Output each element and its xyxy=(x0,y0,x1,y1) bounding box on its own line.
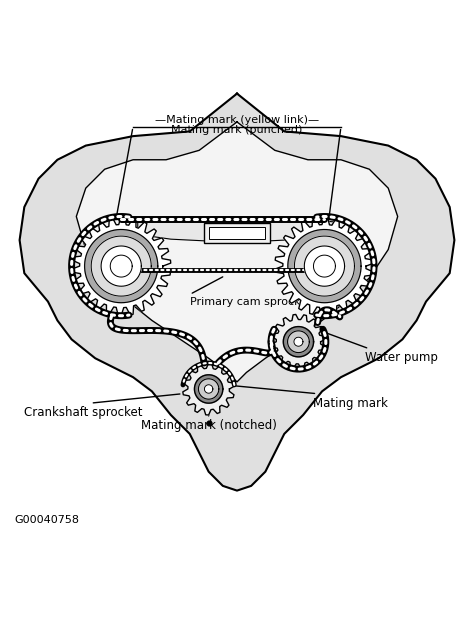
Text: Primary cam sprocket: Primary cam sprocket xyxy=(190,297,311,307)
Polygon shape xyxy=(183,363,235,415)
Polygon shape xyxy=(199,379,219,399)
Text: Crankshaft sprocket: Crankshaft sprocket xyxy=(24,406,143,419)
Polygon shape xyxy=(294,337,303,346)
Text: —Mating mark (yellow link)—: —Mating mark (yellow link)— xyxy=(155,115,319,125)
Text: Mating mark (punched): Mating mark (punched) xyxy=(171,125,303,135)
Text: Mating mark (notched): Mating mark (notched) xyxy=(141,419,277,432)
Polygon shape xyxy=(110,255,132,277)
Polygon shape xyxy=(72,216,171,316)
Polygon shape xyxy=(288,230,361,303)
Bar xyxy=(204,223,270,243)
Polygon shape xyxy=(283,327,314,357)
Polygon shape xyxy=(194,375,223,403)
Polygon shape xyxy=(304,246,345,286)
Polygon shape xyxy=(91,236,151,296)
Polygon shape xyxy=(76,122,398,382)
Polygon shape xyxy=(275,216,374,316)
Polygon shape xyxy=(204,385,213,393)
Polygon shape xyxy=(288,331,310,353)
Polygon shape xyxy=(19,93,455,491)
Polygon shape xyxy=(294,236,355,296)
Bar xyxy=(209,227,265,239)
Text: Water pump: Water pump xyxy=(365,351,438,364)
Polygon shape xyxy=(313,255,336,277)
Text: Mating mark: Mating mark xyxy=(313,397,387,410)
Polygon shape xyxy=(85,230,158,303)
Text: G00040758: G00040758 xyxy=(15,514,80,524)
Polygon shape xyxy=(138,218,336,241)
Polygon shape xyxy=(101,246,141,286)
Polygon shape xyxy=(271,315,326,369)
